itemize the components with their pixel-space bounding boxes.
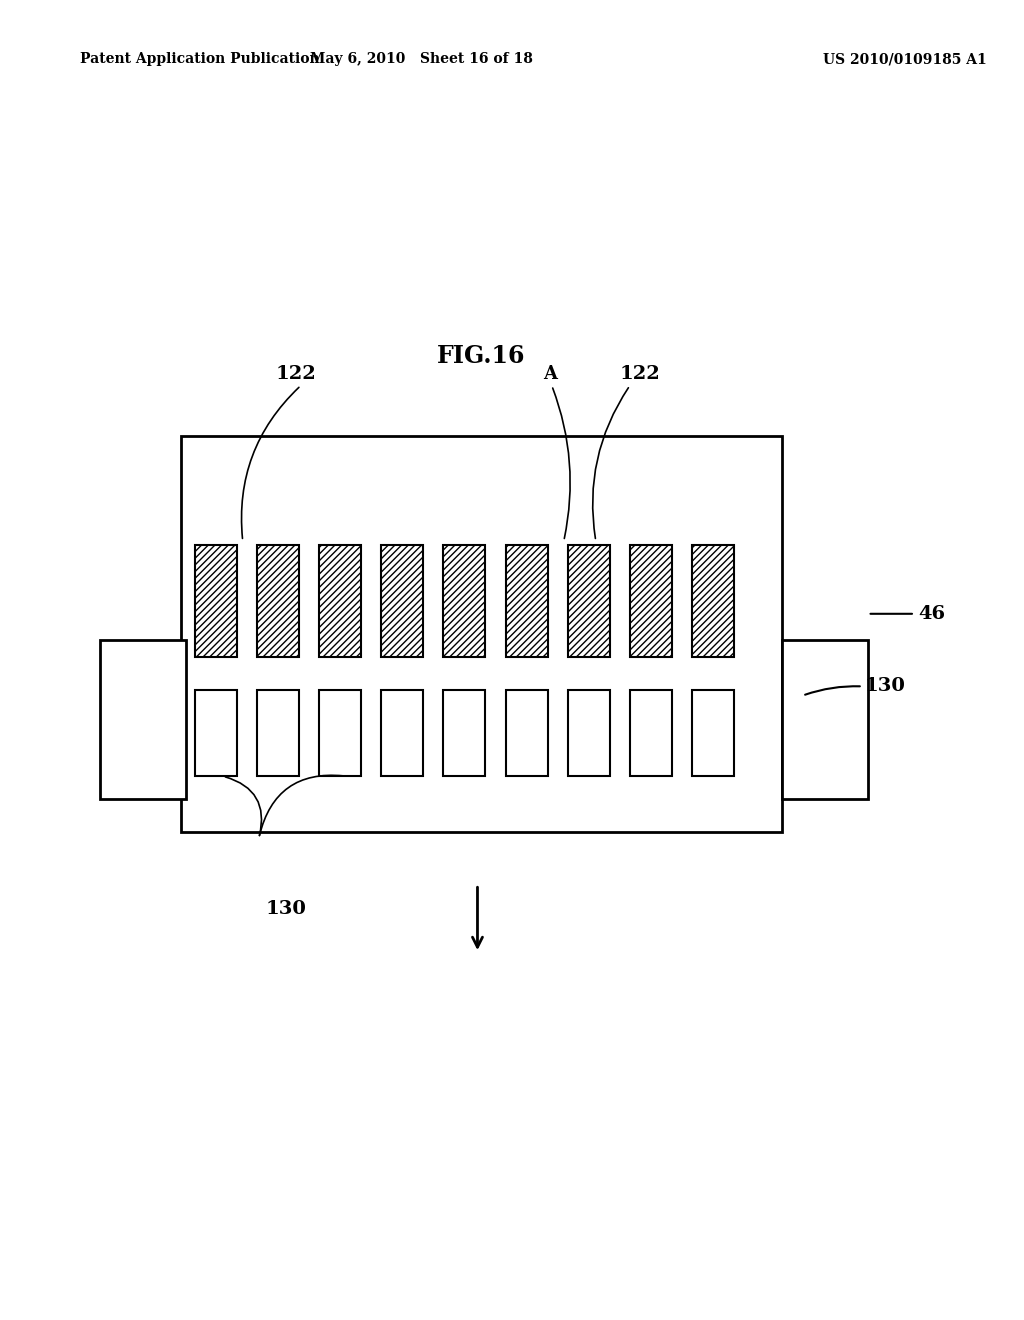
Bar [630,544,672,656]
Bar [692,544,734,656]
Bar [630,689,672,776]
Text: Patent Application Publication: Patent Application Publication [80,53,319,66]
Bar [319,689,361,776]
Bar [443,689,485,776]
Bar [506,544,548,656]
Text: May 6, 2010   Sheet 16 of 18: May 6, 2010 Sheet 16 of 18 [310,53,532,66]
Bar [319,544,361,656]
Bar [381,689,423,776]
Text: 130: 130 [265,900,306,919]
Text: 122: 122 [620,364,660,383]
Bar [257,689,299,776]
Bar [195,689,237,776]
Bar [100,640,185,799]
Bar [567,544,610,656]
Bar [506,689,548,776]
Text: A: A [543,364,557,383]
Bar [180,436,782,832]
Bar [567,689,610,776]
Text: 122: 122 [275,364,316,383]
Bar [443,544,485,656]
Bar [692,689,734,776]
Bar [381,544,423,656]
Bar [782,640,867,799]
Bar [195,544,237,656]
Text: 46: 46 [918,605,945,623]
Bar [257,544,299,656]
Text: 130: 130 [864,677,905,696]
Text: US 2010/0109185 A1: US 2010/0109185 A1 [822,53,986,66]
Text: FIG.16: FIG.16 [437,345,525,368]
